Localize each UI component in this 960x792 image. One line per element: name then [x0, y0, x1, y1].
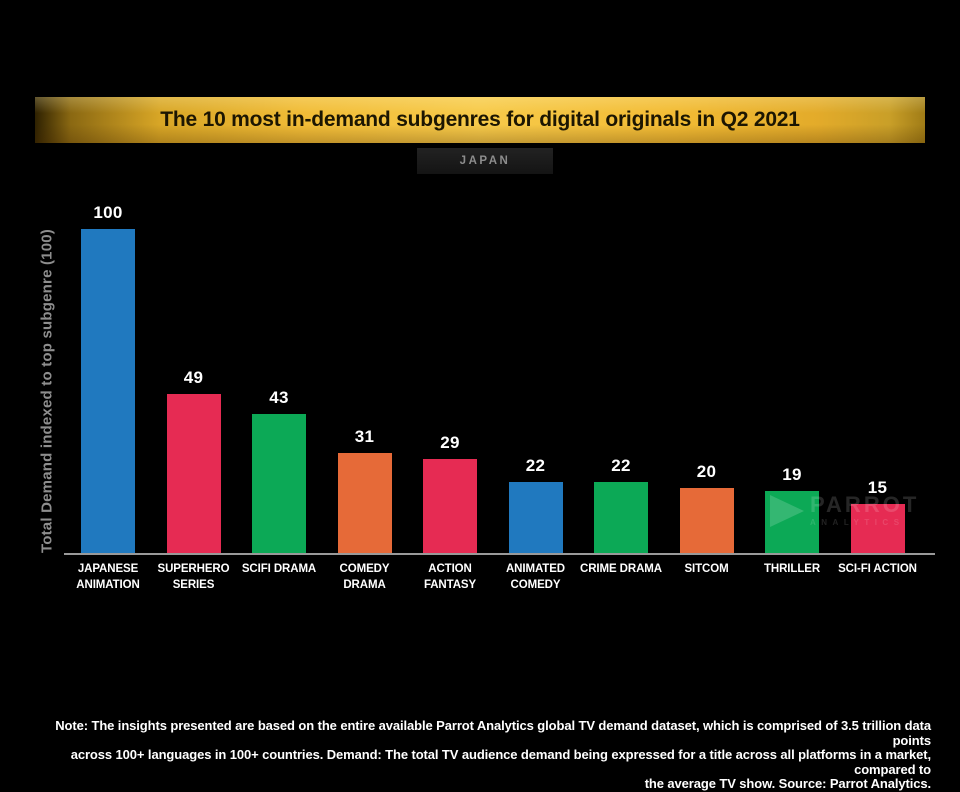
bar-value-label: 22 [525, 455, 546, 475]
bar-value-label: 49 [183, 368, 204, 388]
category-label: COMEDY DRAMA [339, 563, 390, 591]
bar-group: 19 [744, 465, 840, 553]
bar-group: 29 [402, 433, 498, 553]
title-banner: The 10 most in-demand subgenres for digi… [35, 97, 925, 143]
bar [423, 459, 477, 553]
bar-group: 22 [488, 456, 584, 553]
bar [166, 394, 221, 553]
bar-group: 43 [231, 388, 327, 553]
bar [765, 491, 819, 553]
bar-value-label: 22 [611, 455, 631, 475]
bar-group: 22 [573, 456, 669, 553]
category-label: ACTION FANTASY [423, 563, 477, 591]
bar [594, 481, 648, 553]
bar [81, 229, 135, 553]
x-axis-line [64, 553, 935, 555]
bar-group: 49 [146, 368, 242, 553]
bar-value-label: 29 [440, 433, 460, 453]
plot-area: 100 49 43 31 29 22 22 20 19 15 [66, 180, 935, 553]
bar [252, 413, 306, 553]
bar-value-label: 19 [782, 465, 802, 485]
category-label: SCI-FI ACTION [838, 563, 917, 575]
bar [508, 481, 563, 553]
title-prefix: The 10 most in-demand [160, 108, 397, 131]
category-label: JAPANESE ANIMATION [76, 563, 140, 591]
category-label: CRIME DRAMA [580, 563, 662, 575]
bar [850, 504, 905, 553]
bar-value-label: 20 [696, 462, 717, 482]
bar-group: 100 [60, 203, 156, 553]
bar [337, 452, 392, 553]
bar-group: 31 [317, 427, 413, 553]
category-label: ANIMATED COMEDY [505, 563, 566, 591]
region-chip[interactable]: JAPAN [417, 148, 553, 174]
title-suffix: for digital originals in Q2 2021 [500, 108, 800, 131]
footer-note-line: Note: The insights presented are based o… [55, 718, 931, 748]
category-label: THRILLER [763, 563, 821, 575]
page-title: The 10 most in-demand subgenres for digi… [160, 108, 800, 132]
category-label: SUPERHERO SERIES [157, 563, 230, 591]
bar-value-label: 31 [354, 426, 375, 446]
bar-group: 15 [830, 478, 926, 553]
category-label: SCIFI DRAMA [241, 563, 317, 575]
bar-value-label: 15 [867, 478, 888, 498]
y-axis-title: Total Demand indexed to top subgenre (10… [38, 229, 56, 553]
footer-note: Note: The insights presented are based o… [20, 718, 931, 792]
category-label: SITCOM [684, 563, 729, 575]
title-bold-word: subgenres [396, 108, 501, 131]
footer-note-line: the average TV show. Source: Parrot Anal… [644, 776, 931, 792]
bar [679, 488, 734, 553]
bar-group: 20 [659, 462, 755, 553]
bar-value-label: 43 [269, 387, 289, 407]
bar-value-label: 100 [93, 203, 123, 222]
